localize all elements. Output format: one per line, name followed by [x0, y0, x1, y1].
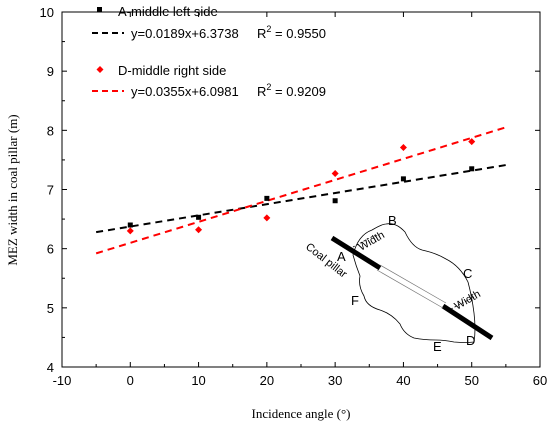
x-tick-label: 30 — [328, 373, 342, 388]
pillar-boundary-left — [330, 235, 382, 271]
legend-fit-a: y=0.0189x+6.3738 — [131, 26, 239, 41]
width-dim-right — [450, 296, 475, 310]
fit-lines — [95, 126, 507, 255]
point-series-1 — [468, 138, 476, 146]
legend-r2-a: R2 = 0.9550 — [257, 24, 326, 41]
y-tick-label: 5 — [47, 301, 54, 316]
inset-label-b: B — [388, 213, 397, 228]
x-tick-label: 20 — [260, 373, 274, 388]
point-series-0 — [400, 176, 406, 182]
x-tick-label: 10 — [191, 373, 205, 388]
y-tick-label: 9 — [47, 64, 54, 79]
y-tick-label: 7 — [47, 183, 54, 198]
width-dim-left — [352, 233, 378, 248]
point-series-1 — [263, 214, 271, 222]
point-series-1 — [331, 170, 339, 178]
inset-label-a: A — [337, 249, 346, 264]
fit-line-0 — [95, 164, 507, 234]
x-tick-label: 0 — [127, 373, 134, 388]
inset-label-c: C — [463, 266, 472, 281]
y-axis-title: MEZ width in coal pillar (m) — [5, 114, 20, 265]
coal-pillar-inset: A B C D E F Width Width Coal pillar — [303, 213, 494, 354]
legend-r2-d: R2 = 0.9209 — [257, 82, 326, 99]
legend-label-a: A-middle left side — [118, 4, 218, 19]
point-series-0 — [332, 198, 338, 204]
x-tick-label: 60 — [533, 373, 547, 388]
legend-label-d: D-middle right side — [118, 63, 226, 78]
inset-width-label-1: Width — [357, 229, 387, 253]
data-points — [126, 138, 476, 235]
point-series-1 — [399, 143, 407, 151]
inset-label-d: D — [466, 333, 475, 348]
legend-marker-a — [97, 7, 102, 12]
pillar-axis-1 — [379, 264, 447, 304]
pillar-axis-2 — [376, 269, 444, 309]
x-tick-label: 40 — [396, 373, 410, 388]
y-tick-label: 8 — [47, 123, 54, 138]
y-tick-label: 6 — [47, 242, 54, 257]
inset-outline — [352, 223, 476, 343]
inset-label-f: F — [351, 293, 359, 308]
x-tick-label: -10 — [53, 373, 72, 388]
point-series-1 — [195, 226, 203, 234]
point-series-0 — [196, 214, 202, 220]
pillar-boundary-right — [441, 303, 494, 341]
point-series-0 — [264, 195, 270, 201]
legend: A-middle left side y=0.0189x+6.3738 R2 =… — [92, 4, 326, 99]
y-tick-label: 10 — [40, 5, 54, 20]
axes: -10 0 10 20 30 40 50 60 4 5 6 7 8 9 10 — [40, 5, 548, 388]
point-series-0 — [469, 166, 475, 172]
legend-fit-d: y=0.0355x+6.0981 — [131, 84, 239, 99]
point-series-1 — [126, 227, 134, 235]
x-axis-title: Incidence angle (°) — [251, 406, 350, 421]
inset-width-label-2: Width — [453, 288, 483, 312]
point-series-0 — [127, 222, 133, 228]
y-tick-label: 4 — [47, 360, 54, 375]
fit-line-1 — [95, 126, 507, 255]
x-tick-label: 50 — [464, 373, 478, 388]
legend-marker-d — [96, 66, 104, 73]
inset-label-e: E — [433, 339, 442, 354]
